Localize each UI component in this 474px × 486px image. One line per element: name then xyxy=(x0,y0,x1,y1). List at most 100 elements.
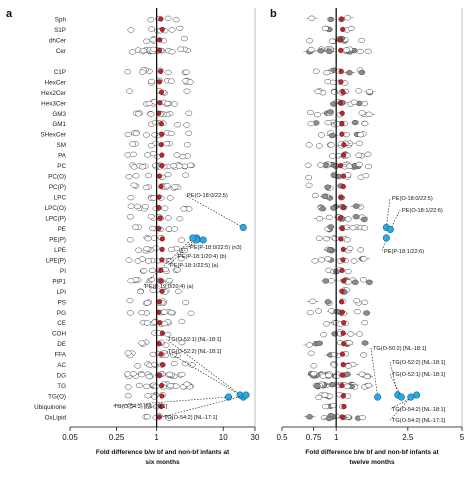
annotation-leader xyxy=(389,396,412,421)
data-point xyxy=(304,162,312,168)
data-point xyxy=(324,184,332,190)
data-point xyxy=(127,278,135,284)
data-point xyxy=(187,162,195,168)
data-point xyxy=(358,414,366,421)
data-point xyxy=(352,203,360,209)
median-point xyxy=(158,267,164,273)
data-point xyxy=(358,69,366,76)
data-point xyxy=(144,236,152,242)
data-point xyxy=(171,184,179,190)
median-point xyxy=(156,194,162,200)
data-point xyxy=(314,112,322,118)
data-point xyxy=(164,171,172,178)
data-point xyxy=(160,309,168,315)
data-point xyxy=(345,363,352,369)
median-point xyxy=(159,382,165,389)
median-point xyxy=(339,288,345,294)
median-point xyxy=(338,299,345,305)
x-tick-label: 5 xyxy=(460,433,465,442)
data-point xyxy=(125,257,133,263)
data-point xyxy=(333,308,341,315)
data-point xyxy=(185,110,193,116)
category-label: PC(P) xyxy=(49,184,66,191)
median-point xyxy=(341,142,347,148)
median-point xyxy=(340,183,346,190)
data-point xyxy=(306,309,314,316)
data-point xyxy=(355,88,363,94)
data-point xyxy=(124,371,132,377)
data-point xyxy=(139,256,146,262)
median-point xyxy=(156,173,163,179)
x-axis-label: twelve months xyxy=(349,459,395,466)
data-point xyxy=(343,371,351,377)
median-point xyxy=(156,79,163,85)
data-point xyxy=(179,153,187,160)
data-point xyxy=(126,214,134,220)
data-point xyxy=(166,371,174,377)
data-point xyxy=(124,393,132,399)
data-point xyxy=(147,78,155,85)
data-point xyxy=(129,151,137,158)
data-point xyxy=(147,111,155,117)
data-point xyxy=(306,109,314,116)
data-point xyxy=(135,382,143,389)
category-label: AC xyxy=(57,362,66,369)
data-point xyxy=(144,393,152,399)
data-point xyxy=(126,310,134,316)
data-point xyxy=(180,206,188,212)
data-point xyxy=(174,122,182,128)
annotation-leader xyxy=(386,197,391,228)
data-point xyxy=(323,236,330,242)
annotation-label: PE(P-18:1/22:5) (a) xyxy=(170,263,219,269)
data-point xyxy=(357,132,365,138)
median-point xyxy=(156,47,163,54)
annotation-label: TG(O-54:3) [NL-18:1] xyxy=(114,404,168,410)
data-point xyxy=(324,256,332,262)
median-point xyxy=(338,79,344,85)
data-point xyxy=(168,49,176,55)
median-point xyxy=(339,414,345,420)
data-point xyxy=(149,151,157,157)
annotation-leader xyxy=(167,239,197,266)
median-point xyxy=(341,403,347,410)
data-point xyxy=(317,257,325,263)
data-point xyxy=(138,310,146,316)
data-point xyxy=(324,299,332,305)
data-point xyxy=(325,214,333,221)
category-label: SHexCer xyxy=(40,132,66,139)
category-label: PC(O) xyxy=(48,174,66,181)
data-point xyxy=(330,402,338,409)
median-point xyxy=(340,257,346,263)
data-point xyxy=(144,414,151,420)
x-axis-label: Fold difference b/w bf and non-bf infant… xyxy=(305,449,439,456)
median-point xyxy=(159,163,165,169)
data-point xyxy=(176,216,184,222)
median-point xyxy=(340,173,347,179)
data-point xyxy=(129,49,136,55)
highlight-point xyxy=(224,393,233,401)
data-point xyxy=(307,120,315,127)
data-point xyxy=(163,141,170,147)
data-point xyxy=(181,360,189,367)
data-point xyxy=(166,195,174,201)
data-point xyxy=(331,331,339,337)
data-point xyxy=(183,381,191,387)
data-point xyxy=(358,110,366,116)
category-label: Ubiquinone xyxy=(34,404,66,411)
median-point xyxy=(158,278,164,284)
data-point xyxy=(172,17,180,23)
data-point xyxy=(186,79,194,85)
category-label: Hex3Cer xyxy=(41,100,66,107)
data-point xyxy=(182,69,190,75)
data-point xyxy=(142,184,150,191)
data-point xyxy=(124,350,132,356)
x-axis-label: six months xyxy=(145,459,180,466)
annotation-leader xyxy=(381,237,387,252)
data-point xyxy=(127,194,135,201)
data-point xyxy=(329,153,336,159)
category-label: C1P xyxy=(54,69,66,76)
category-label: LPC xyxy=(54,195,67,202)
data-point xyxy=(131,224,139,230)
data-point xyxy=(312,68,320,74)
median-point xyxy=(159,330,166,336)
